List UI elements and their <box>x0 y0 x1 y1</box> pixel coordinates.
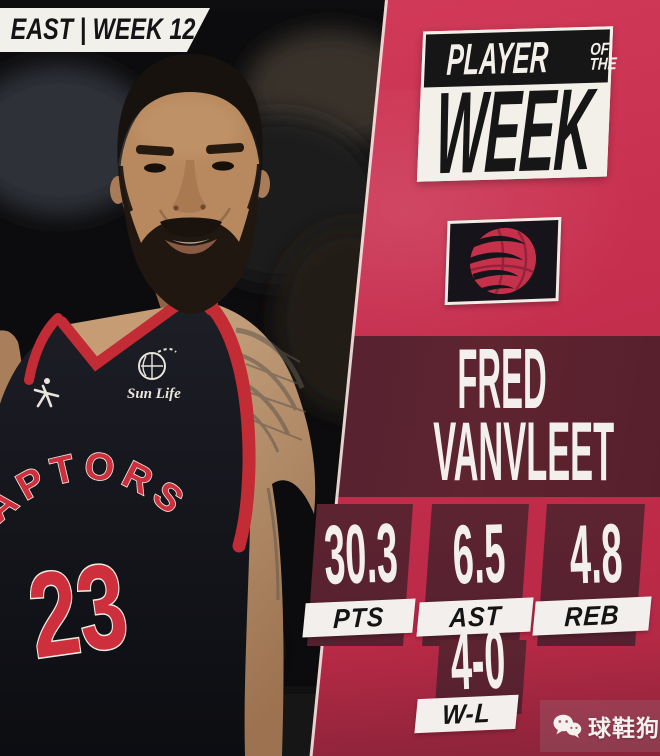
watermark-text: 球鞋狗 <box>588 715 660 741</box>
raptors-claw-basketball-icon <box>467 227 537 295</box>
stat-value-reb: 4.8 <box>568 507 624 602</box>
jersey <box>0 302 252 756</box>
stat-label-pts-text: PTS <box>333 601 386 634</box>
potw-week-row: WEEK <box>420 63 608 198</box>
stat-value-record: 4-0 <box>449 613 507 708</box>
team-logo-box <box>444 216 562 306</box>
sunlife-globe-icon <box>138 348 177 380</box>
conference-week-badge: EAST | WEEK 12 <box>0 8 210 52</box>
stat-label-reb-text: REB <box>563 599 621 632</box>
watermark: 球鞋狗 <box>540 700 660 752</box>
stat-value-pts: 30.3 <box>322 506 400 603</box>
player-of-the-week-badge: PLAYER OF THE WEEK <box>416 26 617 198</box>
stat-label-record-text: W-L <box>441 697 492 730</box>
stat-label-record: W-L <box>414 694 519 734</box>
conference-week-label: EAST | WEEK 12 <box>10 13 196 46</box>
top-black-bar <box>0 0 660 9</box>
name-band <box>310 336 660 497</box>
player-last-name: VANVLEET <box>433 405 615 498</box>
stat-label-pts: PTS <box>302 598 416 638</box>
stat-label-reb: REB <box>532 596 652 636</box>
jersey-number: 23 <box>21 538 135 684</box>
jumpman-icon <box>33 378 60 408</box>
wechat-icon <box>553 714 582 738</box>
potw-week-text: WEEK <box>432 63 595 198</box>
stat-value-ast: 6.5 <box>451 507 507 602</box>
player-head <box>110 54 270 314</box>
jersey-sponsor: Sun Life <box>127 386 181 402</box>
player-figure: Sun Life APTORS 23 <box>0 54 316 756</box>
player-first-name: FRED <box>457 332 547 427</box>
